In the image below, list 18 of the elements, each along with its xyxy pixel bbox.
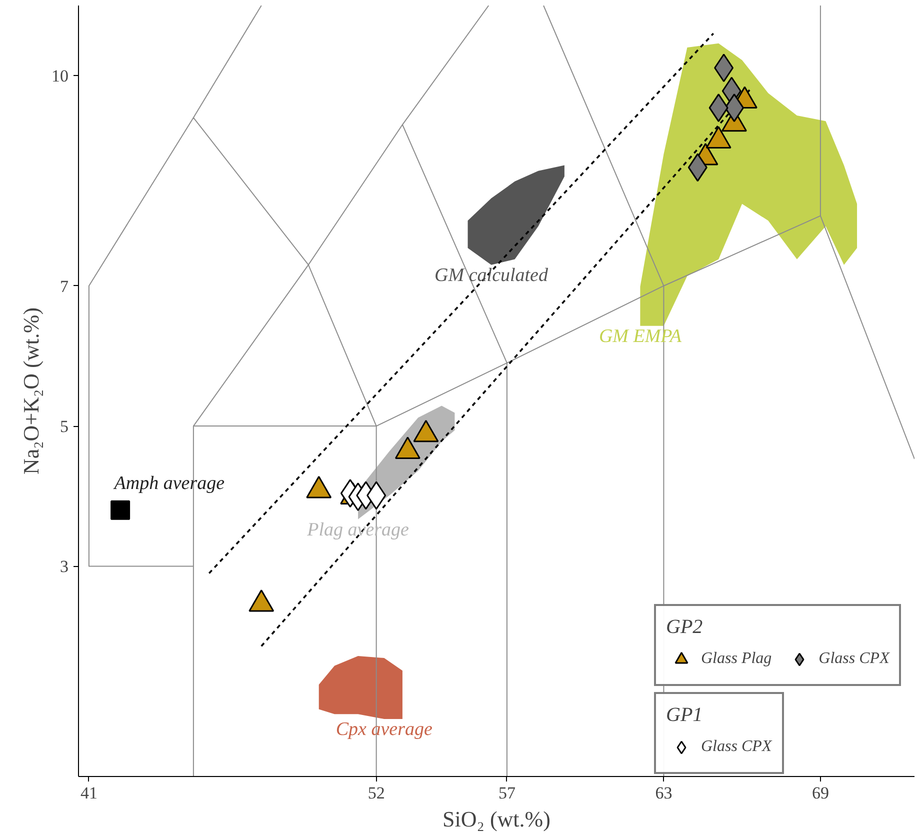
x-tick-label: 63 [655,784,672,802]
y-tick-label: 3 [60,557,68,576]
legend-label: GM calculated [434,264,548,286]
x-tick-label: 52 [368,784,385,802]
x-tick-label: 41 [80,784,98,802]
x-tick-label: 69 [812,784,829,802]
legend-label: Glass CPX [701,738,772,756]
annotation: GP1 [666,704,704,727]
annotation: GP2 [666,616,704,639]
y-tick-label: 5 [60,417,68,436]
x-tick-label: 57 [498,784,516,802]
series-label: Amph average [112,473,225,494]
legend-label: Glass Plag [701,650,772,668]
legend-label: Glass CPX [818,650,890,668]
y-tick-label: 7 [60,276,69,296]
x-axis-title: SiO₂ (wt.%) [442,806,550,832]
y-axis-title: Na₂O+K₂O (wt.%) [18,307,44,475]
y-tick-label: 10 [52,66,68,86]
